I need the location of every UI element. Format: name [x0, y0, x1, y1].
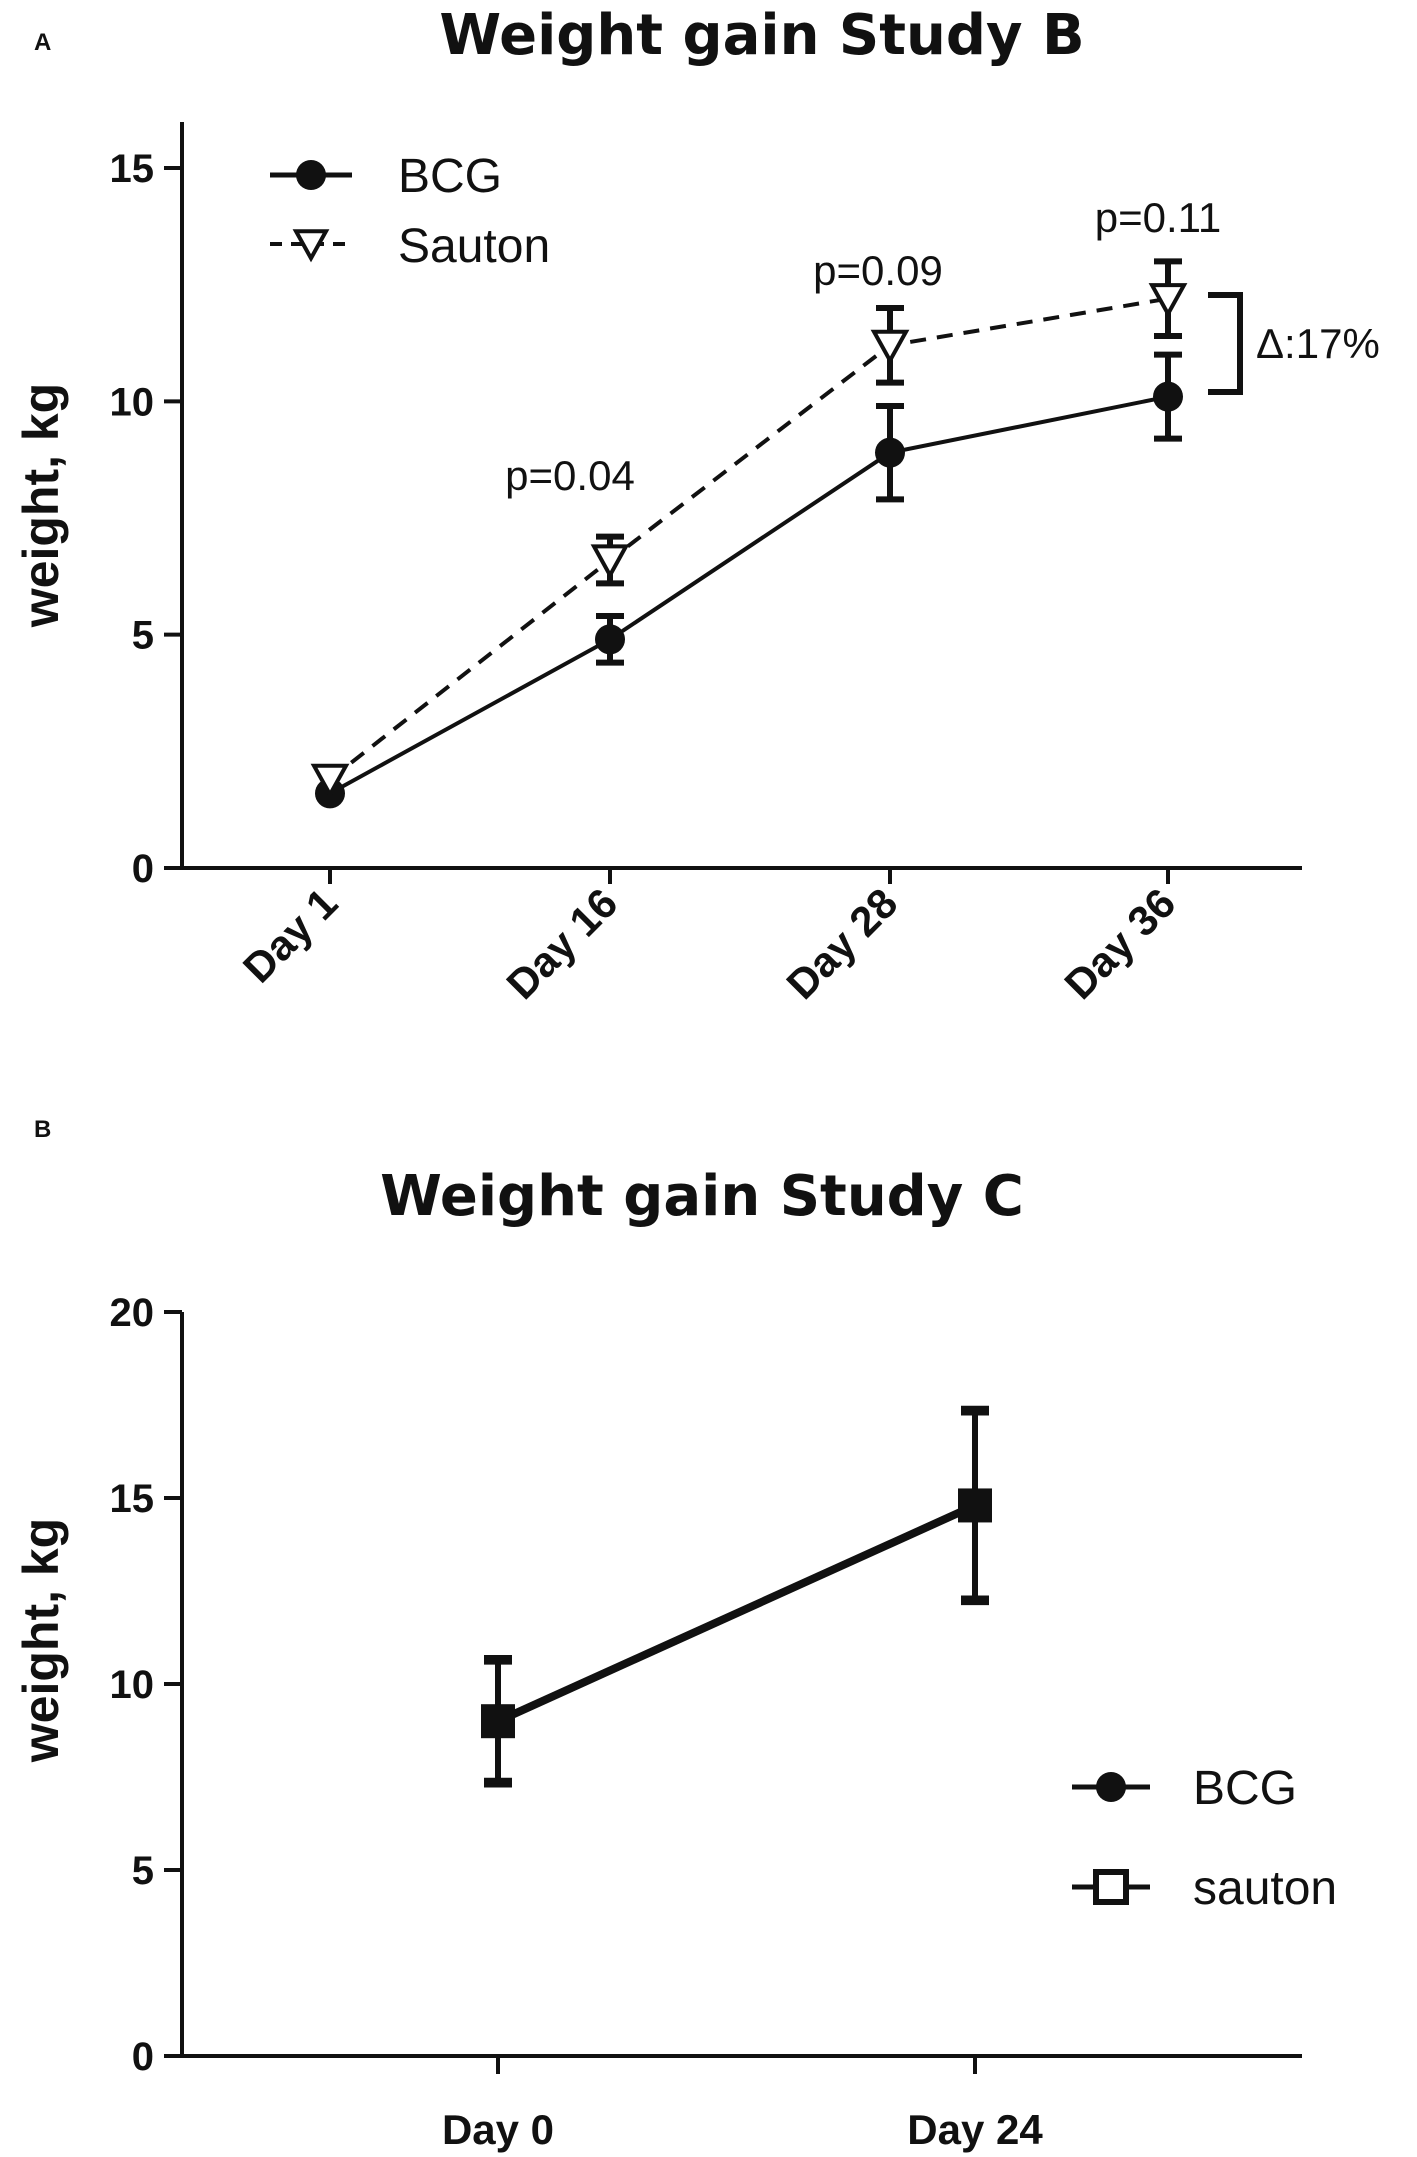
chart-title: Weight gain Study B [439, 3, 1084, 68]
chart-b-plot: 0 5 10 15 20 Day 0 Day 24 BCG sauton [110, 1291, 1338, 2153]
data-point-sauton [1148, 283, 1188, 318]
legend-marker-bcg [296, 160, 326, 190]
series-line-bcg [329, 394, 1169, 796]
panel-letter: A [34, 29, 51, 56]
delta-bracket [1208, 292, 1243, 395]
data-point-bcg [875, 437, 905, 468]
legend-label-sauton: sauton [1193, 1862, 1337, 1915]
data-point-sauton [590, 544, 630, 580]
chart-a-plot: 0 5 10 15 Day 1 Day 16 Day 28 Day 36 p=0.04 p=0.0… [110, 122, 1380, 1008]
x-tick-label: Day 36 [1055, 879, 1184, 1008]
y-tick-label: 5 [132, 1849, 154, 1893]
p-value-label: p=0.11 [1095, 194, 1222, 241]
x-tick-label: Day 16 [497, 879, 626, 1008]
data-point-sauton [870, 329, 910, 365]
legend-label-bcg: BCG [1193, 1762, 1297, 1815]
legend-marker-sauton [292, 229, 330, 263]
x-tick-label: Day 28 [777, 879, 906, 1008]
p-value-label: p=0.04 [505, 452, 635, 499]
panel-letter: B [34, 1116, 51, 1143]
x-tick-label: Day 0 [442, 2106, 554, 2153]
p-value-label: p=0.09 [813, 247, 943, 294]
legend-label-sauton: Sauton [398, 220, 550, 273]
series-line-sauton [496, 1503, 977, 1724]
y-tick-label: 5 [132, 614, 154, 658]
y-tick-label: 10 [110, 1663, 155, 1707]
y-axis-label: weight, kg [13, 1518, 69, 1763]
x-tick-label: Day 24 [907, 2106, 1043, 2153]
legend-marker-bcg [1096, 1772, 1126, 1802]
legend-label-bcg: BCG [398, 150, 502, 203]
data-point-sauton [310, 763, 350, 799]
x-tick-label: Day 1 [234, 879, 346, 991]
y-axis-label: weight, kg [13, 383, 69, 628]
legend-marker-sauton [1093, 1869, 1129, 1905]
y-tick-label: 15 [110, 147, 155, 191]
delta-label: Δ:17% [1256, 320, 1380, 367]
y-tick-label: 20 [110, 1291, 155, 1335]
data-point-bcg [1153, 381, 1183, 412]
data-point-sauton [958, 1488, 992, 1523]
data-point-bcg [595, 624, 625, 655]
y-tick-label: 0 [132, 847, 154, 891]
chart-title: Weight gain Study C [380, 1164, 1024, 1229]
y-tick-label: 0 [132, 2035, 154, 2079]
y-tick-label: 10 [110, 380, 155, 424]
data-point-sauton [481, 1704, 515, 1739]
series-line-sauton [328, 296, 1169, 781]
y-tick-label: 15 [110, 1477, 155, 1521]
